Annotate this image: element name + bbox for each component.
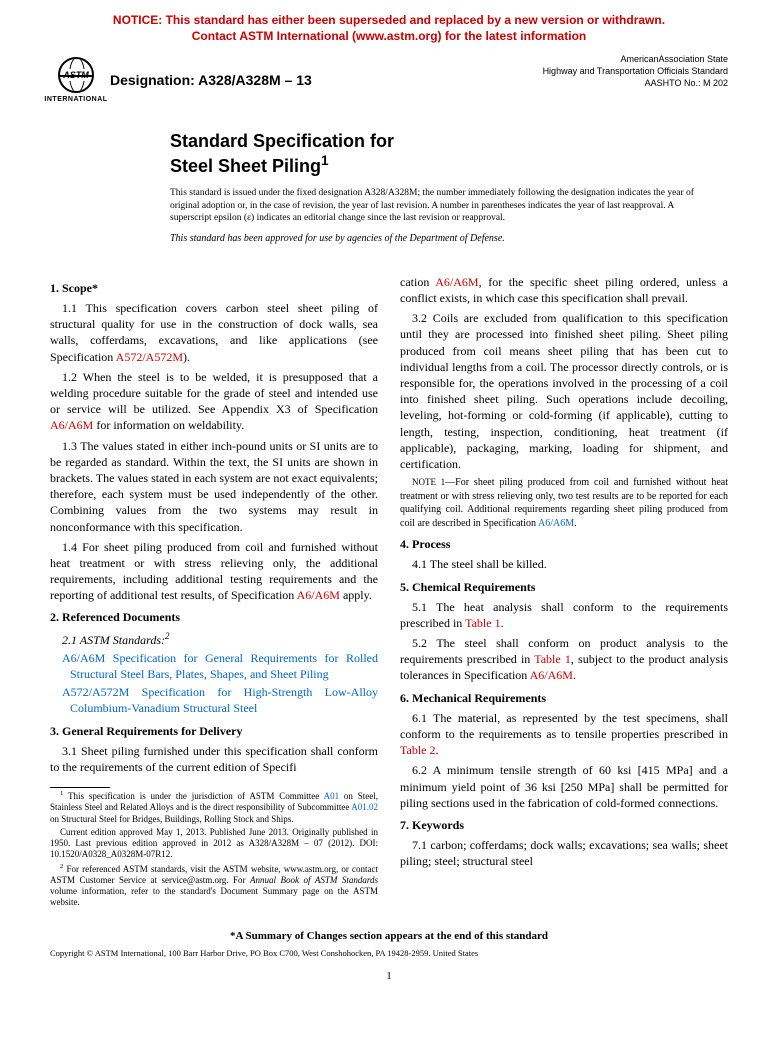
ref-a572: A572/A572M Specification for High-Streng… (70, 684, 378, 716)
aashto-line-1: AmericanAssociation State (620, 54, 728, 64)
aashto-line-2: Highway and Transportation Officials Sta… (543, 66, 728, 76)
delivery-heading: 3. General Requirements for Delivery (50, 723, 378, 739)
document-page: NOTICE: This standard has either been su… (0, 0, 778, 1004)
mech-6-1: 6.1 The material, as represented by the … (400, 710, 728, 759)
process-4-1: 4.1 The steel shall be killed. (400, 556, 728, 572)
link-a6-note[interactable]: A6/A6M (538, 518, 574, 529)
body-columns: 1. Scope* 1.1 This specification covers … (50, 274, 728, 909)
scope-1-3: 1.3 The values stated in either inch-pou… (50, 438, 378, 535)
supersession-notice: NOTICE: This standard has either been su… (50, 12, 728, 44)
copyright-line: Copyright © ASTM International, 100 Barr… (50, 948, 728, 959)
footnote-1: 1 This specification is under the jurisd… (50, 790, 378, 825)
delivery-3-1b: cation A6/A6M, for the specific sheet pi… (400, 274, 728, 306)
link-a6-1[interactable]: A6/A6M (50, 418, 93, 432)
link-a6-2[interactable]: A6/A6M (297, 588, 340, 602)
ref-a6-code[interactable]: A6/A6M (62, 651, 105, 665)
aashto-line-3: AASHTO No.: M 202 (645, 78, 728, 88)
link-a572[interactable]: A572/A572M (116, 350, 183, 364)
summary-of-changes-note: *A Summary of Changes section appears at… (50, 929, 728, 944)
mech-heading: 6. Mechanical Requirements (400, 690, 728, 706)
scope-1-4: 1.4 For sheet piling produced from coil … (50, 539, 378, 604)
mech-6-2: 6.2 A minimum tensile strength of 60 ksi… (400, 762, 728, 811)
link-a6-3[interactable]: A6/A6M (435, 275, 478, 289)
keywords-heading: 7. Keywords (400, 817, 728, 833)
logo-designation-block: ASTM INTERNATIONAL Designation: A328/A32… (50, 54, 312, 106)
page-number: 1 (50, 969, 728, 984)
refs-heading: 2. Referenced Documents (50, 609, 378, 625)
link-table-2[interactable]: Table 2 (400, 743, 435, 757)
process-heading: 4. Process (400, 536, 728, 552)
delivery-3-2: 3.2 Coils are excluded from qualificatio… (400, 310, 728, 472)
ref-a572-code[interactable]: A572/A572M (62, 685, 129, 699)
main-title: Standard Specification for Steel Sheet P… (170, 130, 728, 177)
notice-line-1: NOTICE: This standard has either been su… (113, 13, 665, 27)
title-line-1: Standard Specification for (170, 131, 394, 151)
header-row: ASTM INTERNATIONAL Designation: A328/A32… (50, 54, 728, 106)
title-footnote-ref: 1 (321, 153, 329, 168)
notice-line-2: Contact ASTM International (www.astm.org… (192, 29, 586, 43)
title-block: Standard Specification for Steel Sheet P… (170, 130, 728, 177)
keywords-7-1: 7.1 carbon; cofferdams; dock walls; exca… (400, 837, 728, 869)
title-line-2: Steel Sheet Piling (170, 156, 321, 176)
footnote-block: 1 This specification is under the jurisd… (50, 787, 378, 909)
ref-a6-title[interactable]: Specification for General Requirements f… (70, 651, 378, 681)
designation: Designation: A328/A328M – 13 (110, 71, 312, 90)
aashto-block: AmericanAssociation State Highway and Tr… (543, 54, 728, 89)
note-1-label: NOTE 1 (412, 477, 445, 487)
footnote-2: 2 For referenced ASTM standards, visit t… (50, 863, 378, 909)
scope-1-2: 1.2 When the steel is to be welded, it i… (50, 369, 378, 434)
link-subcommittee[interactable]: A01.02 (351, 802, 378, 812)
footnote-1-cont: Current edition approved May 1, 2013. Pu… (50, 827, 378, 861)
astm-logo: ASTM INTERNATIONAL (50, 54, 102, 106)
designation-prefix: Designation: (110, 72, 198, 88)
scope-heading: 1. Scope* (50, 280, 378, 296)
logo-international-text: INTERNATIONAL (44, 95, 107, 104)
issuance-note: This standard is issued under the fixed … (170, 187, 708, 224)
dod-approval-note: This standard has been approved for use … (170, 232, 728, 246)
chem-heading: 5. Chemical Requirements (400, 579, 728, 595)
delivery-3-1a: 3.1 Sheet piling furnished under this sp… (50, 743, 378, 775)
chem-5-2: 5.2 The steel shall conform on product a… (400, 635, 728, 684)
footnote-rule (50, 787, 110, 788)
note-1: NOTE 1—For sheet piling produced from co… (400, 476, 728, 530)
link-table-1a[interactable]: Table 1 (465, 616, 500, 630)
refs-subhead: 2.1 ASTM Standards:2 (50, 630, 378, 648)
globe-icon: ASTM (58, 57, 94, 93)
designation-code: A328/A328M – 13 (198, 72, 312, 88)
link-table-1b[interactable]: Table 1 (534, 652, 571, 666)
ref-a6: A6/A6M Specification for General Require… (70, 650, 378, 682)
scope-1-1: 1.1 This specification covers carbon ste… (50, 300, 378, 365)
link-a6-4[interactable]: A6/A6M (530, 668, 573, 682)
logo-astm-text: ASTM (61, 69, 91, 81)
link-committee-a01[interactable]: A01 (324, 791, 340, 801)
chem-5-1: 5.1 The heat analysis shall conform to t… (400, 599, 728, 631)
